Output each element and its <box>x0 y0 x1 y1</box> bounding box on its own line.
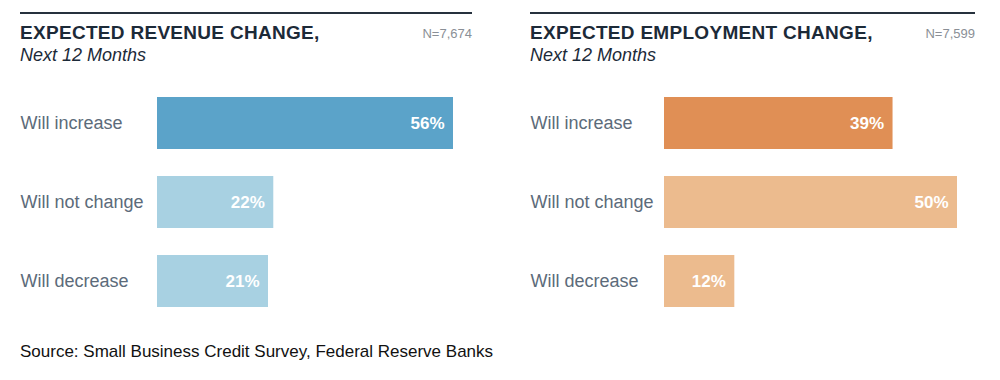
html-text:N=7,599: N=7,599 <box>925 26 975 41</box>
html-text:Next 12 Months: Next 12 Months <box>20 45 147 65</box>
html-text:N=7,674: N=7,674 <box>422 26 472 41</box>
svg-text:Will increase: Will increase <box>531 113 633 133</box>
html-text:EXPECTED REVENUE CHANGE,: EXPECTED REVENUE CHANGE, <box>20 22 320 43</box>
svg-text:Will decrease: Will decrease <box>21 271 129 291</box>
svg-text:50%: 50% <box>914 193 948 212</box>
svg-text:21%: 21% <box>225 272 259 291</box>
svg-text:Will increase: Will increase <box>21 113 123 133</box>
svg-text:56%: 56% <box>410 114 444 133</box>
svg-text:Will decrease: Will decrease <box>531 271 639 291</box>
html-text:EXPECTED EMPLOYMENT CHANGE,: EXPECTED EMPLOYMENT CHANGE, <box>530 22 873 43</box>
html-text:Source: Small Business Credit: Source: Small Business Credit Survey, Fe… <box>20 342 493 361</box>
svg-text:22%: 22% <box>231 193 265 212</box>
svg-text:12%: 12% <box>692 272 726 291</box>
html-text:Next 12 Months: Next 12 Months <box>530 45 657 65</box>
svg-text:Will not change: Will not change <box>531 192 654 212</box>
svg-text:Will not change: Will not change <box>21 192 144 212</box>
svg-text:39%: 39% <box>850 114 884 133</box>
